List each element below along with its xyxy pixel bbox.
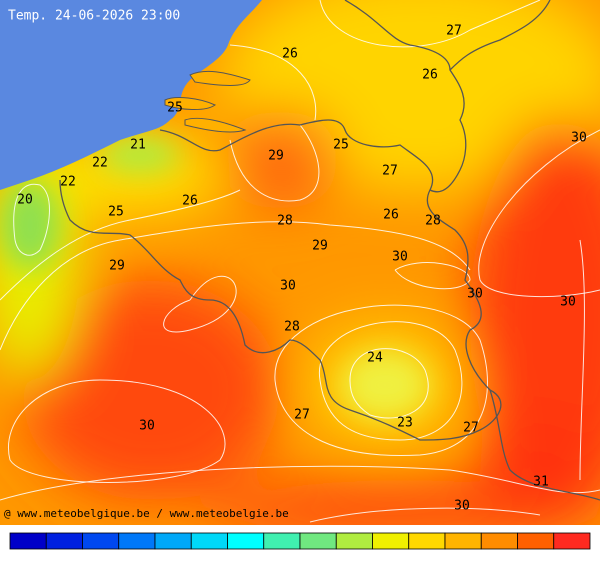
contour-label: 30 — [392, 250, 408, 265]
contour-label: 29 — [312, 239, 328, 254]
isotherm — [13, 183, 50, 256]
color-swatch — [335, 532, 373, 550]
contour-label: 28 — [284, 320, 300, 335]
contour-label: 29 — [109, 259, 125, 274]
contour-label: 30 — [454, 499, 470, 514]
contour-label: 23 — [397, 416, 413, 431]
isotherm — [394, 262, 471, 290]
isotherm — [0, 189, 241, 301]
border — [344, 0, 467, 193]
color-scale — [9, 532, 591, 550]
color-swatch — [9, 532, 47, 550]
color-swatch — [82, 532, 120, 550]
contour-label: 31 — [533, 475, 549, 490]
border — [449, 0, 551, 71]
color-swatch — [263, 532, 301, 550]
color-swatch — [190, 532, 228, 550]
contour-label: 21 — [130, 138, 146, 153]
color-swatch — [408, 532, 446, 550]
contour-label: 26 — [383, 208, 399, 223]
contour-label: 27 — [382, 164, 398, 179]
contour-label: 30 — [560, 295, 576, 310]
isotherm — [8, 379, 226, 483]
credit: @ www.meteobelgique.be / www.meteobelgie… — [4, 507, 289, 520]
contour-label: 27 — [446, 24, 462, 39]
contour-label: 26 — [282, 47, 298, 62]
contour-label: 22 — [92, 156, 108, 171]
contour-label: 29 — [268, 149, 284, 164]
contour-label: 20 — [17, 193, 33, 208]
isotherm — [274, 304, 488, 457]
isotherm — [579, 239, 585, 481]
color-swatch — [299, 532, 337, 550]
contour-label: 27 — [463, 421, 479, 436]
contour-label: 28 — [425, 214, 441, 229]
contour-labels: 27 26 26 25 30 21 29 25 22 27 22 20 26 25 26 28 28 29 30 29… — [17, 24, 587, 514]
isotherm — [0, 221, 471, 351]
isotherm — [229, 124, 320, 202]
isotherm — [319, 321, 463, 441]
isotherm — [163, 275, 237, 333]
color-swatch — [154, 532, 192, 550]
color-swatch — [480, 532, 518, 550]
contour-label: 24 — [367, 351, 383, 366]
contour-label: 30 — [280, 279, 296, 294]
contour-label: 25 — [108, 205, 124, 220]
temperature-field — [0, 0, 600, 525]
border — [59, 119, 502, 441]
map-title: Temp. 24-06-2026 23:00 — [8, 9, 180, 24]
contour-label: 30 — [467, 287, 483, 302]
contour-label: 25 — [167, 101, 183, 116]
color-swatch — [118, 532, 156, 550]
isotherm — [478, 129, 600, 298]
contour-label: 26 — [182, 194, 198, 209]
islands — [164, 70, 251, 133]
color-swatch — [444, 532, 482, 550]
color-swatch — [227, 532, 265, 550]
contour-label: 25 — [333, 138, 349, 153]
isotherm — [349, 348, 429, 419]
color-swatch — [372, 532, 410, 550]
isotherm — [309, 507, 541, 523]
contour-label: 28 — [277, 214, 293, 229]
contour-label: 26 — [422, 68, 438, 83]
color-swatch — [45, 532, 83, 550]
sea — [0, 0, 262, 190]
border — [489, 389, 600, 501]
contour-label: 22 — [60, 175, 76, 190]
contour-label: 30 — [139, 419, 155, 434]
contour-label: 27 — [294, 408, 310, 423]
color-swatch — [517, 532, 555, 550]
contour-label: 30 — [571, 131, 587, 146]
isotherm — [0, 465, 600, 501]
isotherm — [229, 0, 541, 121]
color-swatch — [553, 532, 591, 550]
